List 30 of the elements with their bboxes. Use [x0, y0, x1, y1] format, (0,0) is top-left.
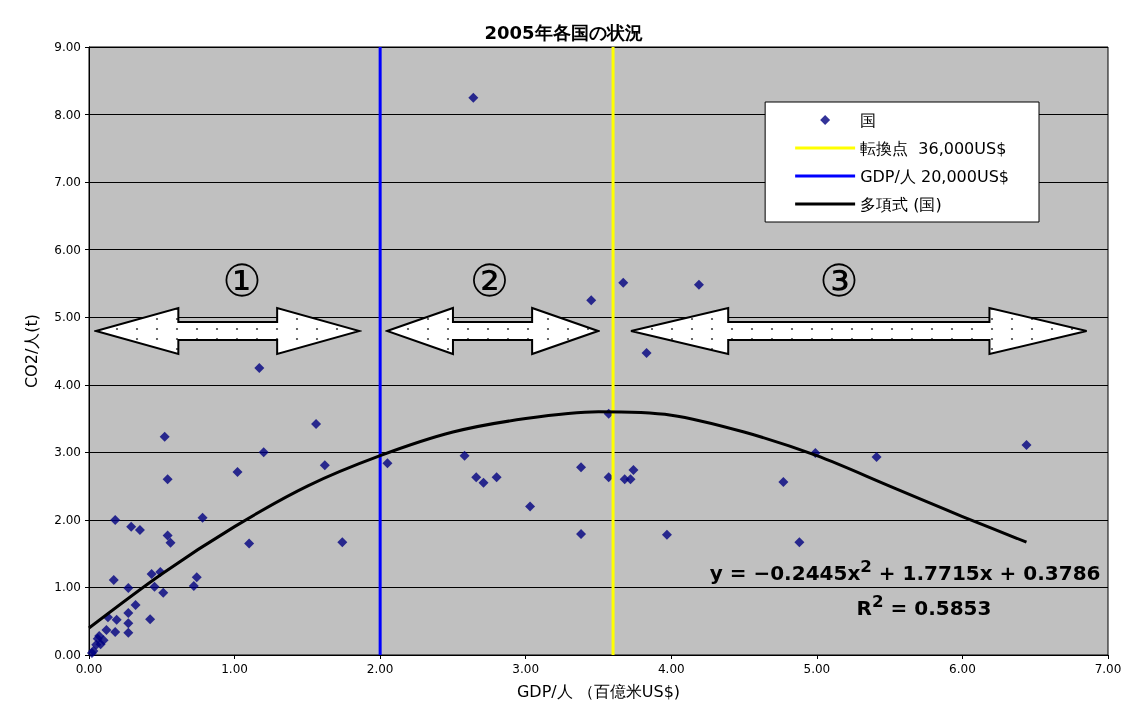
x-tick-label: 7.00	[1094, 662, 1122, 676]
legend-label: GDP/人 20,000US$	[860, 166, 1009, 186]
y-tick-label: 7.00	[54, 175, 81, 190]
x-tick-label: 2.00	[366, 662, 394, 676]
y-axis-title: CO2/人(t)	[21, 313, 41, 389]
x-tick-label: 3.00	[512, 662, 540, 676]
x-tick-label: 1.00	[221, 662, 248, 676]
annotation: ③	[819, 254, 859, 306]
y-tick-label: 2.00	[54, 512, 81, 527]
y-tick-label: 4.00	[54, 377, 81, 392]
chart-title: 2005年各国の状況	[484, 21, 643, 43]
legend-label: 転換点 36,000US$	[860, 138, 1007, 158]
legend-label: 多項式 (国)	[860, 194, 942, 214]
legend-label: 国	[860, 110, 877, 130]
y-tick-label: 5.00	[54, 310, 81, 325]
annotation: R$^{2}$ = 0.5853	[856, 592, 992, 621]
y-tick-label: 3.00	[54, 445, 81, 460]
x-tick-label: 6.00	[949, 662, 976, 676]
x-tick-label: 4.00	[657, 662, 685, 676]
annotation: y = −0.2445x$^{2}$ + 1.7715x + 0.3786	[709, 556, 1101, 585]
y-tick-label: 0.00	[54, 648, 81, 662]
x-tick-label: 0.00	[75, 662, 103, 676]
y-tick-label: 6.00	[54, 242, 81, 257]
y-tick-label: 9.00	[54, 40, 81, 54]
y-tick-label: 8.00	[54, 107, 81, 122]
x-tick-label: 5.00	[803, 662, 831, 676]
y-tick-label: 1.00	[54, 580, 81, 595]
annotation: ①	[222, 254, 262, 306]
x-axis-title: GDP/人 （百億米US$)	[516, 681, 681, 701]
annotation: ②	[469, 254, 510, 306]
